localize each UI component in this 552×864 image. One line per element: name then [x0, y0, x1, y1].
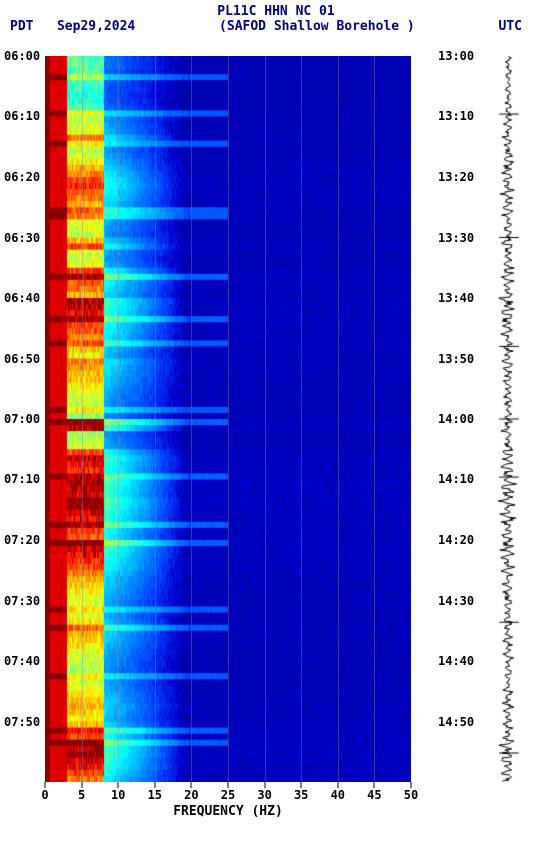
x-tick-label: 30: [257, 788, 271, 802]
y-right-label: 13:50: [438, 352, 480, 366]
y-right-label: 13:40: [438, 291, 480, 305]
y-left-label: 07:30: [4, 594, 44, 608]
x-tick-mark: [301, 782, 302, 788]
x-tick-mark: [411, 782, 412, 788]
x-tick-mark: [264, 782, 265, 788]
x-tick-mark: [191, 782, 192, 788]
grid-line: [338, 56, 339, 782]
grid-line: [228, 56, 229, 782]
y-right-label: 13:20: [438, 170, 480, 184]
y-left-label: 07:00: [4, 412, 44, 426]
y-right-label: 14:00: [438, 412, 480, 426]
waveform-canvas: [494, 56, 524, 782]
y-right-label: 14:30: [438, 594, 480, 608]
x-tick-mark: [45, 782, 46, 788]
grid-line: [374, 56, 375, 782]
y-left-label: 06:00: [4, 49, 44, 63]
x-tick-mark: [228, 782, 229, 788]
x-tick-label: 45: [367, 788, 381, 802]
x-tick-label: 50: [404, 788, 418, 802]
tz-left: PDT: [10, 19, 33, 34]
x-tick-label: 10: [111, 788, 125, 802]
grid-line: [265, 56, 266, 782]
x-tick-label: 40: [331, 788, 345, 802]
y-left-label: 06:10: [4, 109, 44, 123]
y-left-label: 06:50: [4, 352, 44, 366]
y-right-label: 14:50: [438, 715, 480, 729]
y-left-label: 06:30: [4, 231, 44, 245]
y-right-label: 14:40: [438, 654, 480, 668]
grid-line: [301, 56, 302, 782]
grid-line: [118, 56, 119, 782]
y-left-label: 07:50: [4, 715, 44, 729]
y-right-label: 13:30: [438, 231, 480, 245]
y-right-label: 13:10: [438, 109, 480, 123]
waveform-column: [494, 56, 524, 782]
grid-line: [191, 56, 192, 782]
grid-line: [155, 56, 156, 782]
x-tick-label: 20: [184, 788, 198, 802]
tz-right: UTC: [499, 19, 522, 34]
station-code: PL11C HHN NC 01: [0, 4, 552, 19]
station-name: (SAFOD Shallow Borehole ): [219, 19, 415, 34]
y-left-label: 06:20: [4, 170, 44, 184]
x-tick-label: 5: [78, 788, 85, 802]
chart-header: PL11C HHN NC 01 PDT Sep29,2024 (SAFOD Sh…: [0, 4, 552, 34]
y-right-label: 13:00: [438, 49, 480, 63]
x-tick-label: 35: [294, 788, 308, 802]
x-tick-mark: [81, 782, 82, 788]
x-tick-mark: [337, 782, 338, 788]
y-left-label: 07:10: [4, 472, 44, 486]
spectrogram-plot: [45, 56, 411, 782]
y-left-label: 07:20: [4, 533, 44, 547]
y-right-label: 14:20: [438, 533, 480, 547]
y-right-label: 14:10: [438, 472, 480, 486]
x-tick-label: 0: [41, 788, 48, 802]
y-left-label: 07:40: [4, 654, 44, 668]
low-freq-red-edge: [45, 56, 50, 782]
grid-line: [82, 56, 83, 782]
y-left-label: 06:40: [4, 291, 44, 305]
x-tick-label: 15: [148, 788, 162, 802]
x-tick-mark: [374, 782, 375, 788]
date: Sep29,2024: [57, 19, 135, 34]
x-tick-label: 25: [221, 788, 235, 802]
x-tick-mark: [118, 782, 119, 788]
x-tick-mark: [154, 782, 155, 788]
x-axis-label: FREQUENCY (HZ): [45, 804, 411, 819]
